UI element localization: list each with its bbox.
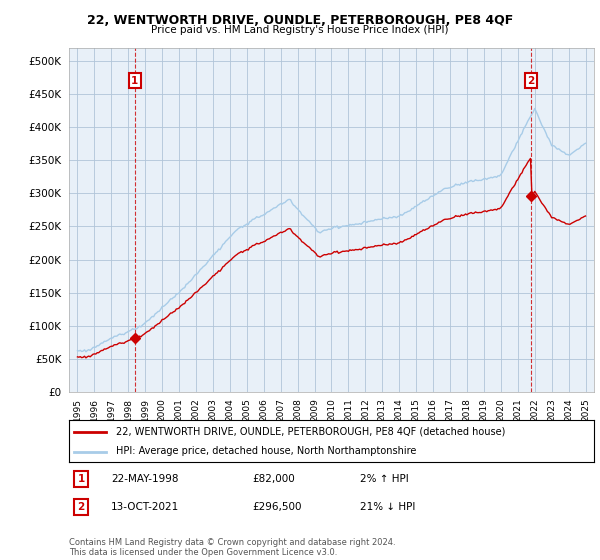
Text: Price paid vs. HM Land Registry's House Price Index (HPI): Price paid vs. HM Land Registry's House …	[151, 25, 449, 35]
Text: 22, WENTWORTH DRIVE, OUNDLE, PETERBOROUGH, PE8 4QF (detached house): 22, WENTWORTH DRIVE, OUNDLE, PETERBOROUG…	[116, 427, 506, 437]
Text: 2: 2	[527, 76, 535, 86]
Text: 22-MAY-1998: 22-MAY-1998	[111, 474, 179, 484]
Text: 13-OCT-2021: 13-OCT-2021	[111, 502, 179, 512]
Text: £82,000: £82,000	[252, 474, 295, 484]
Text: 1: 1	[77, 474, 85, 484]
Text: 2% ↑ HPI: 2% ↑ HPI	[360, 474, 409, 484]
Text: HPI: Average price, detached house, North Northamptonshire: HPI: Average price, detached house, Nort…	[116, 446, 416, 456]
Text: 21% ↓ HPI: 21% ↓ HPI	[360, 502, 415, 512]
Text: £296,500: £296,500	[252, 502, 302, 512]
Text: 22, WENTWORTH DRIVE, OUNDLE, PETERBOROUGH, PE8 4QF: 22, WENTWORTH DRIVE, OUNDLE, PETERBOROUG…	[87, 14, 513, 27]
Text: 2: 2	[77, 502, 85, 512]
Text: Contains HM Land Registry data © Crown copyright and database right 2024.
This d: Contains HM Land Registry data © Crown c…	[69, 538, 395, 557]
Text: 1: 1	[131, 76, 139, 86]
